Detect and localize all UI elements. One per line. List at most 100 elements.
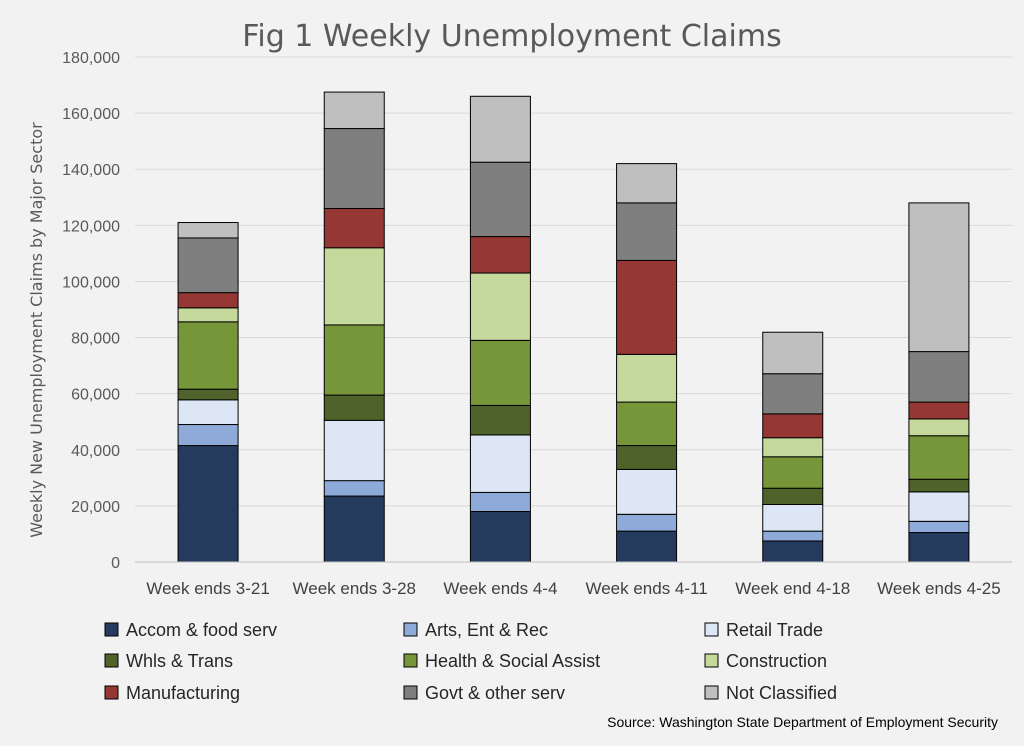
x-tick-label: Week ends 4-4 [443, 579, 557, 598]
bar-segment [616, 468, 678, 515]
bar-segment [616, 202, 678, 261]
legend-swatch [704, 685, 719, 700]
bar-segment [469, 236, 531, 274]
legend-label: Health & Social Assist [425, 651, 600, 671]
bar-segment [177, 237, 239, 294]
y-tick-label: 160,000 [62, 106, 120, 123]
bar-segment [762, 487, 824, 505]
y-tick-label: 20,000 [71, 499, 120, 516]
bar-segment [469, 272, 531, 341]
legend-swatch [704, 653, 719, 668]
y-tick-label: 120,000 [62, 218, 120, 235]
legend-label: Arts, Ent & Rec [425, 620, 548, 640]
chart-title: Fig 1 Weekly Unemployment Claims [242, 19, 781, 54]
bar-stack [762, 331, 824, 563]
x-tick-label: Week ends 4-25 [877, 579, 1000, 598]
y-tick-label: 100,000 [62, 274, 120, 291]
bar-segment [469, 95, 531, 163]
legend-label: Whls & Trans [126, 651, 233, 671]
bar-segment [177, 388, 239, 401]
y-tick-label: 140,000 [62, 162, 120, 179]
bar-segment [469, 161, 531, 238]
bar-segment [177, 445, 239, 563]
bar-segment [762, 331, 824, 375]
legend-item: Retail Trade [704, 620, 823, 640]
bar-segment [762, 373, 824, 415]
legend-item: Govt & other serv [403, 683, 565, 703]
bar-segment [177, 399, 239, 426]
bar-segment [762, 456, 824, 489]
bar-stack [616, 163, 678, 563]
bar-segment [616, 353, 678, 403]
bar-segment [177, 307, 239, 323]
bar-segment [323, 394, 385, 421]
bar-stack [908, 202, 970, 563]
legend-swatch [104, 685, 119, 700]
legend-label: Not Classified [726, 683, 837, 703]
bar-segment [177, 321, 239, 390]
bar-segment [616, 445, 678, 470]
legend-swatch [403, 653, 418, 668]
y-axis-ticks: 0 20,000 40,000 60,000 80,000 100,000 120,000 1… [62, 50, 120, 572]
bar-segment [323, 208, 385, 249]
bar-segment [323, 495, 385, 563]
bar-segment [762, 503, 824, 532]
bar-segment [762, 540, 824, 563]
x-axis-ticks: Week ends 3-21 Week ends 3-28 Week ends 4-… [146, 579, 1000, 598]
bar-segment [908, 418, 970, 437]
bar-segment [177, 424, 239, 447]
legend-label: Accom & food serv [126, 620, 277, 640]
bar-segment [616, 259, 678, 355]
bar-segment [908, 435, 970, 480]
legend-swatch [104, 622, 119, 637]
legend-swatch [704, 622, 719, 637]
legend-swatch [403, 622, 418, 637]
bar-segment [616, 401, 678, 447]
bar-stack [177, 222, 239, 563]
bar-segment [323, 91, 385, 130]
bars [177, 91, 970, 563]
legend-swatch [104, 653, 119, 668]
x-tick-label: Week ends 3-21 [146, 579, 269, 598]
bar-stack [323, 91, 385, 563]
bar-segment [762, 413, 824, 439]
bar-segment [762, 437, 824, 458]
bar-segment [908, 532, 970, 563]
x-tick-label: Week ends 3-28 [293, 579, 416, 598]
bar-segment [616, 163, 678, 204]
bar-segment [762, 530, 824, 542]
bar-segment [469, 339, 531, 406]
y-tick-label: 60,000 [71, 387, 120, 404]
x-tick-label: Week end 4-18 [735, 579, 850, 598]
bar-segment [323, 324, 385, 396]
bar-stack [469, 95, 531, 563]
legend: Accom & food serv Arts, Ent & Rec Retail T… [104, 620, 837, 703]
bar-segment [908, 351, 970, 403]
legend-item: Manufacturing [104, 683, 240, 703]
legend-label: Construction [726, 651, 827, 671]
x-tick-label: Week ends 4-11 [585, 579, 707, 598]
bar-segment [323, 128, 385, 210]
legend-swatch [403, 685, 418, 700]
bar-segment [908, 491, 970, 522]
source-note: Source: Washington State Department of E… [607, 714, 998, 730]
y-tick-label: 40,000 [71, 443, 120, 460]
y-tick-label: 0 [111, 555, 120, 572]
bar-segment [616, 513, 678, 532]
legend-item: Health & Social Assist [403, 651, 600, 671]
gridlines [135, 56, 1012, 507]
y-axis-label: Weekly New Unemployment Claims by Major … [27, 122, 46, 538]
y-tick-label: 180,000 [62, 50, 120, 67]
bar-segment [908, 520, 970, 534]
legend-item: Construction [704, 651, 827, 671]
legend-item: Arts, Ent & Rec [403, 620, 548, 640]
bar-segment [469, 491, 531, 512]
bar-segment [177, 222, 239, 239]
legend-item: Accom & food serv [104, 620, 277, 640]
bar-segment [469, 434, 531, 493]
bar-segment [469, 404, 531, 436]
bar-segment [908, 401, 970, 420]
bar-segment [469, 511, 531, 563]
y-tick-label: 80,000 [71, 331, 120, 348]
